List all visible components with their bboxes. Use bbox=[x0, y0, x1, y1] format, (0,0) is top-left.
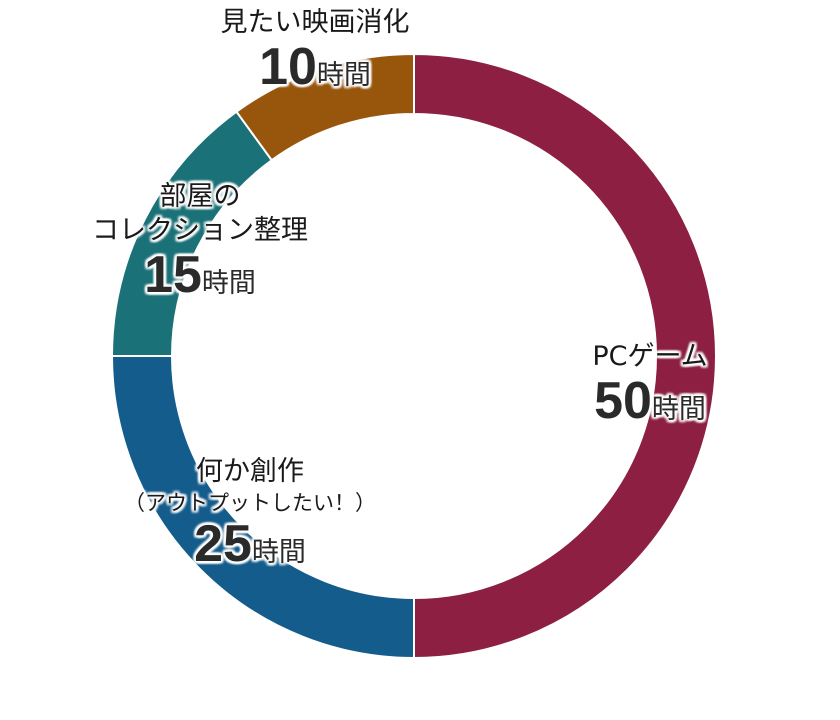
label-creation: 何か創作 （アウトプットしたい！） 25時間 bbox=[80, 455, 420, 583]
donut-slice bbox=[235, 52, 415, 162]
label-collection-value: 15時間 bbox=[50, 248, 350, 314]
label-movies-unit: 時間 bbox=[316, 60, 371, 91]
label-movies-number: 10 bbox=[259, 38, 317, 96]
label-collection: 部屋の コレクション整理 15時間 bbox=[50, 180, 350, 314]
label-collection-line1: 部屋の bbox=[159, 181, 241, 212]
label-movies-value: 10時間 bbox=[170, 40, 460, 106]
donut-slice bbox=[413, 52, 717, 660]
label-movies: 見たい映画消化 10時間 bbox=[170, 6, 460, 106]
label-pc-game: PCゲーム 50時間 bbox=[570, 340, 730, 440]
label-collection-line2: コレクション整理 bbox=[92, 215, 308, 246]
donut-slices bbox=[110, 52, 717, 660]
label-creation-number: 25 bbox=[194, 515, 252, 573]
label-creation-line1: 何か創作 bbox=[196, 456, 304, 487]
label-creation-unit: 時間 bbox=[251, 537, 306, 568]
label-collection-number: 15 bbox=[144, 246, 202, 304]
label-pc-game-unit: 時間 bbox=[651, 394, 706, 425]
label-collection-unit: 時間 bbox=[201, 268, 256, 299]
label-creation-value: 25時間 bbox=[80, 517, 420, 583]
label-pc-game-category: PCゲーム bbox=[592, 341, 708, 372]
label-creation-line2: （アウトプットしたい！） bbox=[124, 491, 376, 515]
label-pc-game-number: 50 bbox=[594, 372, 652, 430]
label-pc-game-value: 50時間 bbox=[570, 374, 730, 440]
label-movies-category: 見たい映画消化 bbox=[220, 7, 410, 38]
